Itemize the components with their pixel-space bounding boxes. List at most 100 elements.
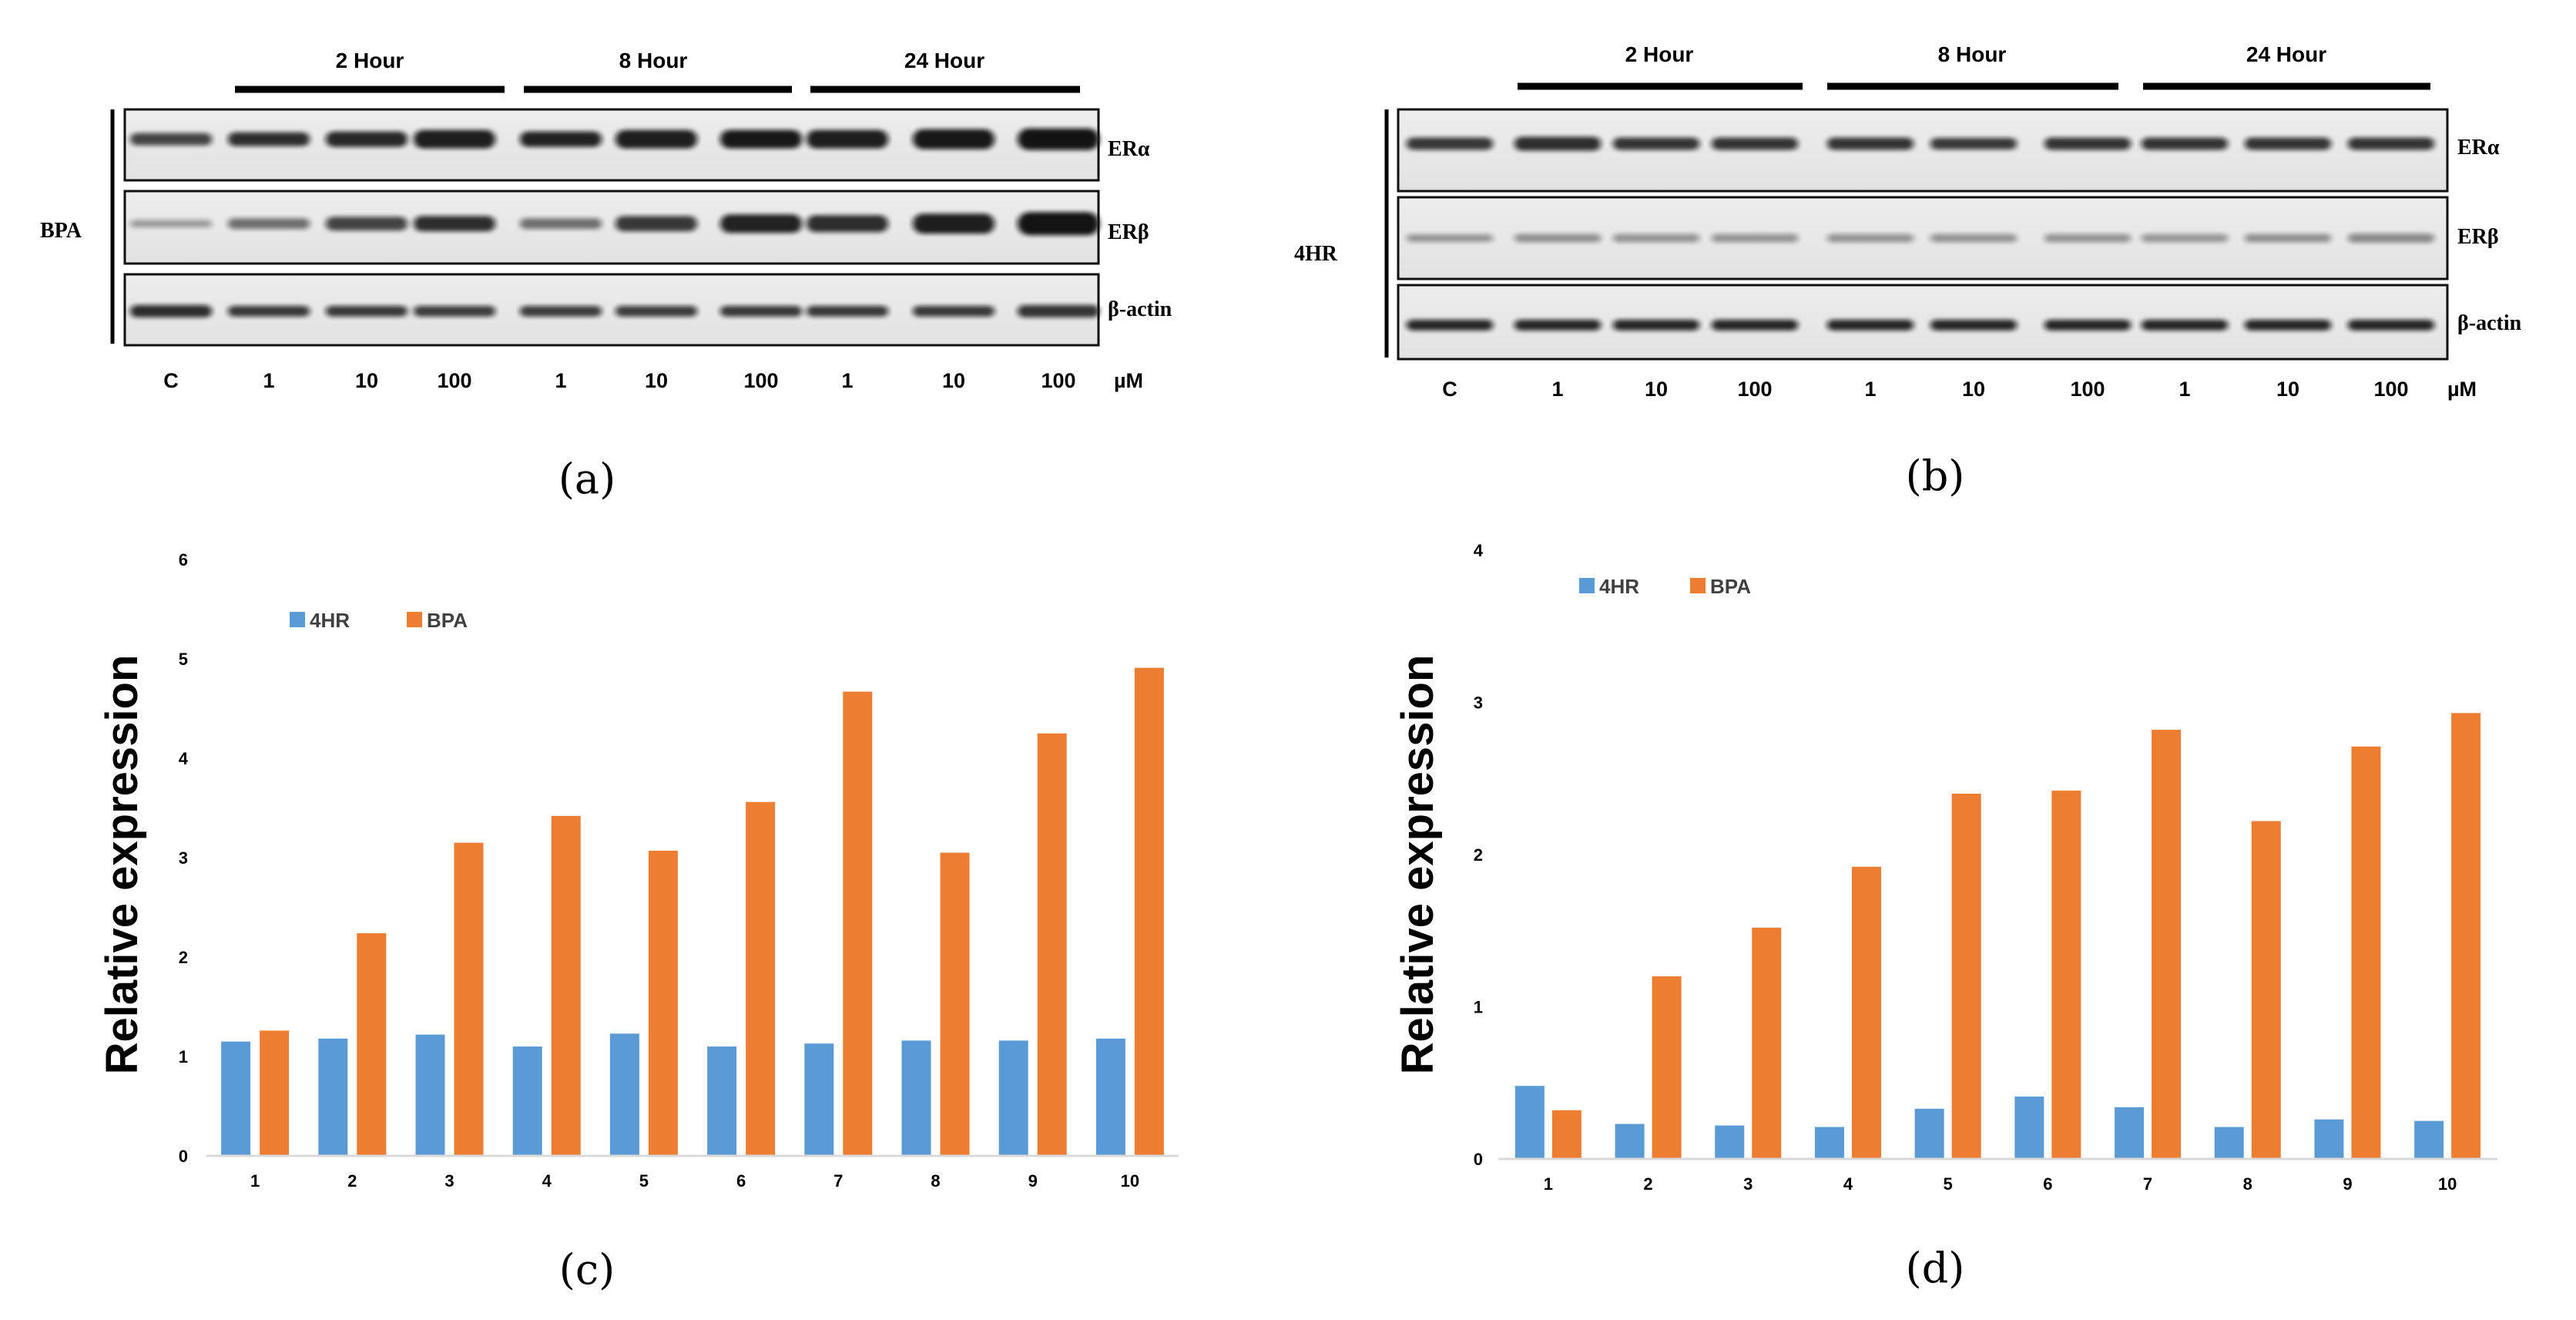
blot-b-row-label-erb: ERβ [2457,225,2499,249]
blot-b-header-24h: 24 Hour [2246,42,2326,66]
blot-band [720,129,802,149]
blot-band [2142,319,2228,331]
blot-b-lane-label: 100 [2373,378,2408,401]
bar-bpa-6 [2051,791,2081,1159]
blot-band [720,305,802,317]
bar-bpa-1 [1551,1110,1581,1159]
blot-band [520,131,602,147]
y-tick-label: 1 [179,1047,188,1066]
bar-bpa-5 [1951,794,1981,1159]
blot-b-row-label-era: ERα [2457,136,2500,160]
bar-bpa-7 [2152,730,2182,1159]
blot-b-lane-label: 1 [1864,378,1876,401]
legend-label-bpa: BPA [1710,575,1751,598]
blot-band [1018,304,1099,317]
bar-4hr-7 [2115,1107,2145,1159]
bar-bpa-9 [2351,746,2381,1159]
blot-band [520,305,602,317]
blot-b-lane-label: 100 [2070,378,2105,401]
caption-a: (a) [558,455,615,503]
blot-a-lane-label: 10 [942,369,965,392]
x-tick-label: 1 [250,1171,260,1191]
blot-band [913,305,995,317]
x-tick-label: 3 [444,1171,454,1191]
blot-b-row-label-actin: β-actin [2457,311,2522,335]
y-tick-label: 5 [179,650,188,669]
blot-band [2044,233,2131,243]
x-tick-label: 2 [1643,1174,1652,1194]
blot-band [2142,233,2228,243]
blot-band [1613,319,1699,331]
blot-band [520,218,602,230]
blot-a-lane-label: 10 [645,369,668,392]
chart-c-legend: 4HR BPA [290,609,468,632]
legend-label-4hr: 4HR [1599,575,1639,598]
x-tick-label: 5 [1944,1174,1953,1194]
bar-bpa-4 [1851,866,1881,1159]
bar-4hr-4 [1814,1127,1844,1159]
blot-band [913,213,995,234]
y-tick-label: 4 [179,749,189,768]
bar-4hr-9 [2314,1119,2344,1159]
bar-bpa-8 [940,852,970,1156]
blot-band [326,305,408,317]
blot-band [1930,319,2017,331]
x-tick-label: 2 [347,1171,357,1191]
bar-4hr-1 [1514,1086,1545,1159]
bar-bpa-2 [1652,976,1682,1159]
bar-4hr-8 [901,1040,931,1156]
blot-strip [123,190,1100,265]
blot-band [2044,319,2131,331]
blot-strip [123,273,1100,347]
blot-band [2142,137,2228,150]
y-tick-label: 2 [1474,845,1483,865]
x-tick-label: 8 [2243,1174,2252,1194]
y-tick-label: 0 [179,1147,188,1166]
bar-4hr-5 [609,1033,639,1156]
bar-bpa-9 [1037,733,1067,1156]
bar-4hr-8 [2214,1127,2244,1159]
blot-band [130,220,212,228]
bar-4hr-3 [415,1034,445,1156]
y-tick-label: 3 [1474,694,1483,713]
blot-band [1407,137,1493,150]
bar-bpa-3 [454,842,484,1156]
blot-band [1930,233,2017,243]
bar-4hr-6 [2014,1097,2044,1159]
blot-band [130,304,212,317]
legend-swatch-4hr [1579,578,1595,593]
blot-strip [1397,284,2449,361]
chart-d-ylabel: Relative expression [1393,655,1443,1075]
blot-a-lane-label: 10 [355,369,378,392]
blot-band [1407,234,1493,242]
blot-b-header-8h: 8 Hour [1938,42,2007,66]
legend-swatch-bpa [407,612,422,627]
blot-b-lane-label: C [1442,378,1457,401]
blot-band [1018,212,1099,236]
blot-band [807,129,888,149]
blot-a-row-label-era: ERα [1108,137,1150,161]
x-tick-label: 9 [2343,1174,2352,1194]
bar-bpa-2 [357,933,387,1156]
blot-b-header-2h: 2 Hour [1625,42,1694,66]
x-tick-label: 3 [1743,1174,1753,1194]
legend-swatch-bpa [1690,578,1706,593]
bar-bpa-3 [1752,927,1782,1159]
bar-4hr-1 [221,1041,251,1156]
blot-band [2245,319,2331,331]
blot-band [1827,319,1914,331]
bar-bpa-7 [843,691,873,1156]
blot-band [228,132,310,146]
legend-label-bpa: BPA [427,609,468,632]
blot-band [1514,319,1601,331]
blot-a-row-label-erb: ERβ [1108,220,1149,244]
y-tick-label: 2 [179,948,188,967]
blot-band [615,129,697,149]
bar-bpa-10 [2451,713,2481,1159]
blot-band [1712,233,1798,243]
blot-band [807,305,888,317]
blot-band [615,305,697,317]
y-tick-label: 0 [1474,1150,1483,1169]
blot-band [720,214,802,233]
